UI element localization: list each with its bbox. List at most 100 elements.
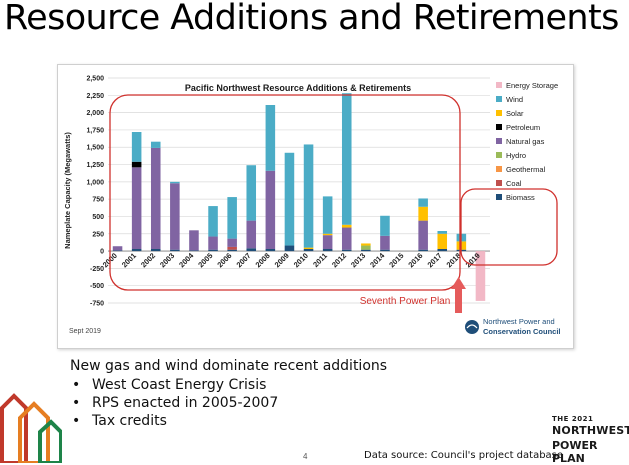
bar-segment: [341, 227, 352, 250]
legend-label: Geothermal: [506, 165, 546, 174]
bar-segment: [437, 231, 448, 234]
bar-segment: [150, 249, 161, 252]
bar-segment: [361, 243, 371, 246]
plan-arrow-head: [451, 277, 466, 289]
legend-swatch: [496, 138, 502, 144]
bar-segment: [418, 198, 428, 207]
council-name-line-1: Northwest Power and: [483, 317, 555, 326]
legend-swatch: [496, 180, 502, 186]
x-tick-label: 2009: [273, 251, 291, 269]
bar-segment: [131, 132, 142, 162]
bullet-item: Tax credits: [70, 413, 490, 429]
x-tick-label: 2011: [311, 251, 329, 269]
council-logo-wave: [466, 324, 478, 329]
legend-swatch: [496, 82, 502, 88]
bar-segment: [208, 206, 218, 237]
bar-segment: [131, 161, 142, 168]
x-tick-label: 2015: [387, 251, 405, 269]
bar-segment: [322, 196, 333, 234]
legend-label: Biomass: [506, 193, 535, 202]
bar-segment: [341, 224, 352, 228]
bar-segment: [265, 170, 276, 249]
plan-arrow-shaft: [455, 287, 462, 313]
bar-segment: [246, 220, 257, 249]
bar-segment: [303, 247, 314, 249]
x-tick-label: 2004: [177, 251, 196, 270]
legend-label: Petroleum: [506, 123, 540, 132]
bullet-item: RPS enacted in 2005-2007: [70, 395, 490, 411]
bar-segment: [112, 246, 123, 251]
lead-text: New gas and wind dominate recent additio…: [70, 358, 388, 374]
bar-segment: [380, 249, 390, 252]
source-note: Data source: Council's project database: [364, 450, 564, 461]
x-tick-label: 2016: [406, 251, 424, 269]
legend-swatch: [496, 152, 502, 158]
legend-label: Natural gas: [506, 137, 545, 146]
y-tick-label: 1,500: [86, 145, 104, 152]
y-tick-label: 0: [100, 249, 104, 256]
bar-segment: [170, 183, 180, 250]
x-tick-label: 2014: [368, 251, 387, 270]
bullet-item: West Coast Energy Crisis: [70, 377, 490, 393]
brand-block: THE 2021 NORTHWEST POWER PLAN: [552, 415, 629, 465]
brand-line-2: NORTHWEST: [552, 424, 629, 437]
y-tick-label: -750: [90, 301, 104, 308]
legend-swatch: [496, 124, 502, 130]
bar-segment: [265, 105, 276, 171]
bar-segment: [361, 245, 371, 250]
council-name-line-2: Conservation Council: [483, 327, 561, 336]
bar-segment: [341, 249, 352, 252]
bar-segment: [322, 249, 333, 252]
bar-segment: [284, 245, 295, 252]
bar-segment: [361, 249, 371, 252]
bar-segment: [227, 197, 237, 239]
legend-swatch: [496, 110, 502, 116]
bar-segment: [418, 249, 428, 252]
legend-label: Wind: [506, 95, 523, 104]
bar-segment: [170, 181, 180, 184]
x-tick-label: 2010: [292, 251, 310, 269]
x-tick-label: 2007: [235, 251, 253, 269]
bar-segment: [437, 249, 448, 252]
chart-panel: -750 -500 -250 0 250 500 750 1,000 1,250 1,500 1,7…: [57, 64, 574, 349]
chart-title: Pacific Northwest Resource Additions & R…: [185, 83, 411, 93]
plan-label: Seventh Power Plan: [360, 296, 451, 307]
bar-segment: [131, 167, 142, 249]
bar-segment: [227, 246, 237, 250]
y-tick-label: 1,750: [86, 127, 104, 134]
bar-segment: [189, 230, 199, 251]
bar-segment: [437, 233, 448, 249]
x-tick-label: 2012: [330, 251, 348, 269]
legend-label: Energy Storage: [506, 81, 558, 90]
y-tick-label: 1,250: [86, 162, 104, 169]
y-tick-label: 2,250: [86, 93, 104, 100]
bar-segment: [112, 250, 123, 252]
bar-segment: [227, 249, 237, 252]
y-tick-label: 500: [92, 214, 104, 221]
x-tick-label: 2006: [215, 251, 233, 269]
bar-segment: [189, 250, 199, 252]
bar-segment: [341, 93, 352, 225]
y-tick-label: 2,000: [86, 110, 104, 117]
bar-segment: [208, 249, 218, 252]
slide-title: Resource Additions and Retirements: [4, 0, 619, 38]
x-tick-label: 2003: [158, 251, 176, 269]
bar-segment: [380, 235, 390, 250]
bar-segment: [265, 249, 276, 252]
additions-highlight-box: [109, 94, 461, 291]
date-note: Sept 2019: [69, 328, 101, 335]
x-tick-label: 2001: [120, 251, 138, 269]
y-tick-label: 2,500: [86, 76, 104, 83]
bar-segment: [475, 251, 486, 301]
plan-logo-icon: [0, 393, 62, 463]
bar-segment: [246, 248, 257, 252]
y-tick-label: 250: [92, 231, 104, 238]
resource-chart: -750 -500 -250 0 250 500 750 1,000 1,250 1,500 1,7…: [63, 76, 561, 337]
bar-segment: [284, 152, 295, 246]
y-tick-label: -250: [90, 266, 104, 273]
bar-segment: [208, 236, 218, 250]
legend-swatch: [496, 166, 502, 172]
y-tick-label: 750: [92, 197, 104, 204]
x-tick-label: 2017: [426, 251, 444, 269]
bar-segment: [227, 238, 237, 247]
